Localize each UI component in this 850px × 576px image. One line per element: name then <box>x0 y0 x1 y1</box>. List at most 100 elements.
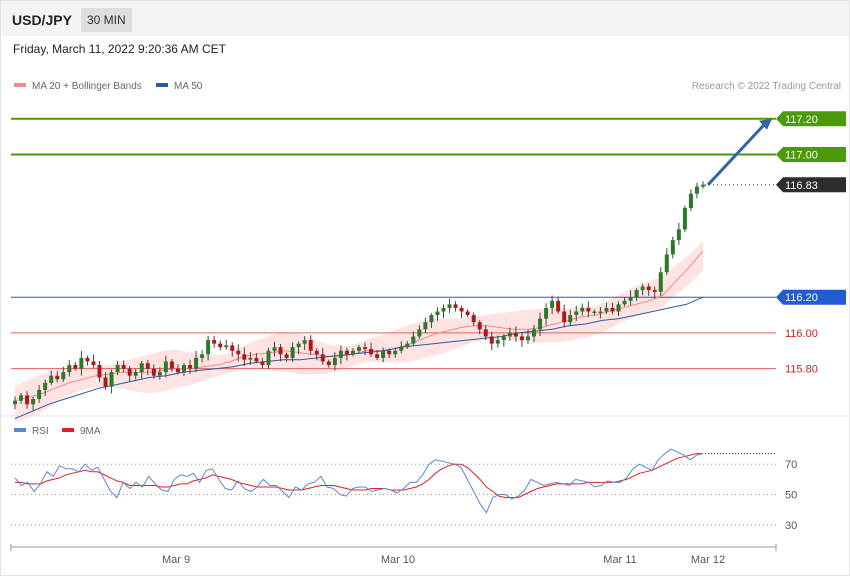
candle <box>465 309 470 318</box>
candle-body <box>501 336 506 341</box>
candle-body <box>145 363 150 369</box>
candle-body <box>175 368 180 373</box>
candle-body <box>622 300 627 305</box>
candle <box>538 312 543 337</box>
candle-body <box>616 304 621 312</box>
candle <box>290 342 295 363</box>
candle <box>664 248 669 275</box>
x-tick-label: Mar 10 <box>381 554 415 566</box>
candle <box>37 385 42 403</box>
candle-body <box>507 332 512 337</box>
candle <box>477 320 482 335</box>
candle <box>568 309 573 327</box>
candle <box>646 283 651 296</box>
candle-body <box>465 311 470 316</box>
candle-body <box>212 340 217 344</box>
candle-body <box>483 329 488 337</box>
candle <box>308 335 313 356</box>
candle <box>61 366 66 382</box>
candle <box>236 344 241 362</box>
candle-body <box>610 307 615 312</box>
candle <box>266 347 271 369</box>
candle-body <box>115 365 120 373</box>
candle <box>338 345 343 365</box>
timestamp: Friday, March 11, 2022 9:20:36 AM CET <box>13 42 226 56</box>
rsi-tick-label: 50 <box>785 490 797 502</box>
candle-body <box>79 357 84 369</box>
candle-body <box>169 361 174 369</box>
candle-body <box>369 348 374 355</box>
candle-body <box>338 350 343 358</box>
candle-body <box>236 350 241 355</box>
candle-body <box>103 377 108 387</box>
candle <box>423 317 428 334</box>
rsi-series-9ma <box>15 453 703 499</box>
candle-body <box>127 368 132 376</box>
candle-body <box>206 340 211 355</box>
candle <box>676 222 681 245</box>
candle <box>574 305 579 322</box>
candle-body <box>550 300 555 308</box>
timeframe-button[interactable]: 30 MIN <box>81 8 132 32</box>
level-label: 116.00 <box>785 328 818 340</box>
candle-body <box>121 365 126 369</box>
level-tag <box>776 111 846 127</box>
candle <box>260 357 265 369</box>
candle <box>181 362 186 377</box>
candle-body <box>314 350 319 355</box>
candle <box>381 347 386 363</box>
candle <box>115 360 120 376</box>
candle <box>363 342 368 356</box>
legend-label: RSI <box>32 426 49 437</box>
candle <box>628 290 633 306</box>
candle <box>188 359 193 374</box>
candle <box>43 379 48 396</box>
candle-body <box>387 350 392 355</box>
candle <box>447 298 452 314</box>
candle-body <box>688 193 693 208</box>
candle <box>429 313 434 329</box>
candle-body <box>471 315 476 323</box>
candle-body <box>598 311 603 313</box>
candle-body <box>562 311 567 323</box>
candle <box>169 358 174 372</box>
header-bar: USD/JPY 30 MIN <box>1 1 849 36</box>
candle-body <box>489 336 494 344</box>
candle-body <box>218 343 223 348</box>
candle-body <box>43 382 48 391</box>
candle <box>302 335 307 351</box>
candle <box>435 307 440 321</box>
candle <box>31 396 36 411</box>
candle-body <box>405 343 410 348</box>
candle-body <box>73 365 78 369</box>
target-arrow <box>706 118 772 186</box>
candle-body <box>441 307 446 312</box>
level-label: 116.20 <box>785 292 818 304</box>
legend-swatch <box>14 428 26 433</box>
candle <box>688 189 693 212</box>
candle <box>73 362 78 371</box>
level-tags: 117.20 117.00 116.83 116.20 116.00 115.80 <box>776 111 846 376</box>
candle <box>357 344 361 353</box>
candle <box>13 396 17 410</box>
candle-body <box>344 350 349 355</box>
candle <box>218 340 223 351</box>
candle <box>248 352 253 365</box>
candle <box>103 372 108 390</box>
candle <box>230 342 235 357</box>
candle <box>471 312 476 326</box>
candle-body <box>248 357 253 360</box>
candle-body <box>519 336 524 341</box>
candle-body <box>326 361 331 366</box>
candle-body <box>544 307 549 319</box>
candle-body <box>308 340 313 351</box>
level-tag <box>776 146 846 162</box>
credit-text: Research © 2022 Trading Central <box>691 81 841 92</box>
candle <box>393 347 398 358</box>
candle <box>604 302 609 315</box>
legend-ma50: MA 50 <box>156 81 202 92</box>
candle <box>532 324 537 343</box>
candle <box>163 355 168 378</box>
candle-body <box>694 186 699 194</box>
